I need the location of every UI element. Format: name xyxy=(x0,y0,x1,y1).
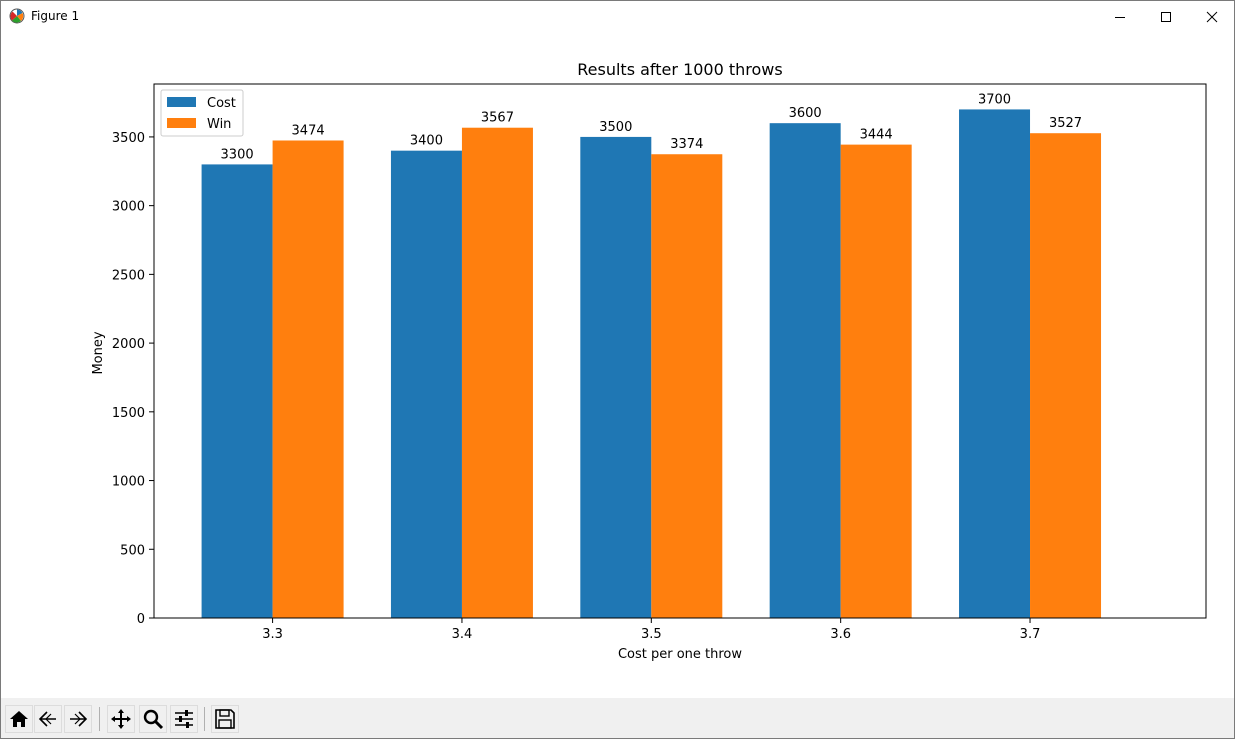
bar-cost-3.5 xyxy=(580,136,652,618)
minimize-button[interactable] xyxy=(1097,1,1143,32)
x-tick-label: 3.3 xyxy=(262,627,283,642)
data-label-win-3.6: 3444 xyxy=(860,128,893,143)
forward-button[interactable] xyxy=(64,705,92,733)
maximize-button[interactable] xyxy=(1143,1,1189,32)
configure-subplots-button[interactable] xyxy=(170,705,198,733)
bar-cost-3.3 xyxy=(201,164,273,618)
configure-subplots-icon xyxy=(175,710,193,728)
data-label-cost-3.3: 3300 xyxy=(221,147,254,162)
close-icon xyxy=(1206,11,1218,22)
bar-cost-3.4 xyxy=(390,150,462,618)
save-icon xyxy=(215,709,235,729)
bar-win-3.5 xyxy=(651,154,723,618)
y-tick-label: 1500 xyxy=(112,406,145,421)
data-label-win-3.4: 3567 xyxy=(481,111,514,126)
data-label-win-3.5: 3374 xyxy=(670,137,703,152)
pan-button[interactable] xyxy=(107,705,135,733)
x-tick-label: 3.4 xyxy=(452,627,473,642)
x-axis-label: Cost per one throw xyxy=(618,647,742,662)
legend-label-cost: Cost xyxy=(207,96,236,111)
pan-icon xyxy=(111,709,131,729)
y-tick-label: 2500 xyxy=(112,268,145,283)
y-tick-label: 0 xyxy=(137,612,145,627)
bar-win-3.4 xyxy=(461,127,533,618)
bar-win-3.6 xyxy=(840,144,912,618)
bar-chart: Results after 1000 throws Cost per one t… xyxy=(91,60,1207,662)
data-label-win-3.7: 3527 xyxy=(1049,116,1082,131)
y-tick-label: 1000 xyxy=(112,475,145,490)
legend-swatch-cost xyxy=(167,97,196,107)
close-button[interactable] xyxy=(1189,1,1235,32)
bar-win-3.7 xyxy=(1030,133,1102,618)
legend-swatch-win xyxy=(167,118,196,128)
save-button[interactable] xyxy=(211,705,239,733)
legend-label-win: Win xyxy=(207,117,231,132)
bar-win-3.3 xyxy=(272,140,344,618)
axes-frame xyxy=(153,83,1207,619)
toolbar-separator xyxy=(204,707,205,731)
title-bar[interactable]: Figure 1 xyxy=(1,1,1234,32)
bar-cost-3.6 xyxy=(769,123,841,619)
matplotlib-app-icon xyxy=(9,8,25,24)
y-tick-label: 500 xyxy=(120,543,145,558)
data-label-cost-3.5: 3500 xyxy=(599,120,632,135)
axes-layer: 3.3 3.4 3.5 3.6 3.7 0 500 1000 1500 2000 2500 3000 3… xyxy=(112,83,1207,642)
navigation-toolbar xyxy=(1,698,1234,738)
zoom-button[interactable] xyxy=(139,705,167,733)
back-icon xyxy=(38,711,56,727)
x-tick-label: 3.7 xyxy=(1020,627,1041,642)
y-tick-label: 3500 xyxy=(112,131,145,146)
x-tick-label: 3.6 xyxy=(830,627,851,642)
home-button[interactable] xyxy=(5,705,33,733)
minimize-icon xyxy=(1115,16,1125,18)
home-icon xyxy=(10,711,28,727)
forward-icon xyxy=(70,711,88,727)
x-tick-label: 3.5 xyxy=(641,627,662,642)
bars-layer: 3300 3474 3400 3567 3500 3374 3600 3444 3700 3527 xyxy=(201,92,1102,619)
figure-canvas[interactable]: Results after 1000 throws Cost per one t… xyxy=(1,32,1234,698)
window-title: Figure 1 xyxy=(31,9,80,23)
legend: Cost Win xyxy=(160,89,244,137)
y-tick-label: 2000 xyxy=(112,337,145,352)
bar-cost-3.7 xyxy=(959,109,1031,618)
data-label-cost-3.6: 3600 xyxy=(789,106,822,121)
y-axis-label: Money xyxy=(91,331,106,374)
maximize-icon xyxy=(1161,11,1171,22)
chart-title: Results after 1000 throws xyxy=(577,60,782,79)
data-label-cost-3.7: 3700 xyxy=(978,92,1011,107)
data-label-cost-3.4: 3400 xyxy=(410,134,443,149)
zoom-icon xyxy=(143,709,164,730)
back-button[interactable] xyxy=(34,705,62,733)
y-tick-label: 3000 xyxy=(112,200,145,215)
data-label-win-3.3: 3474 xyxy=(292,123,325,138)
toolbar-separator xyxy=(99,707,100,731)
